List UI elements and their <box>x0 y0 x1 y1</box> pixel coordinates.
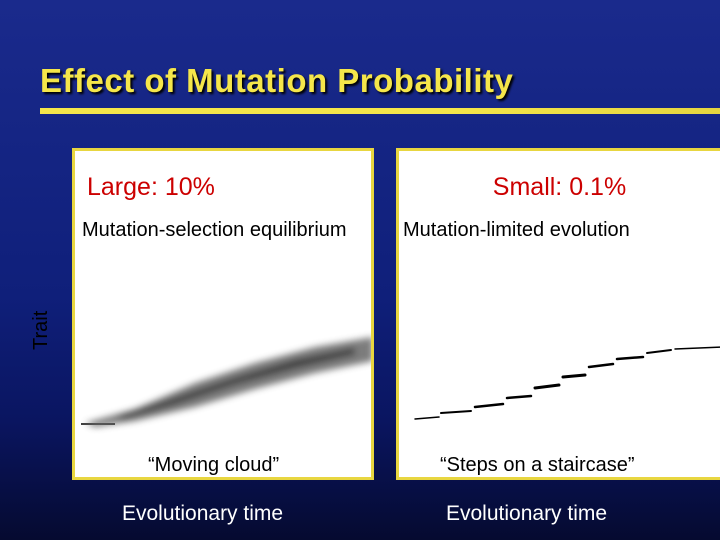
x-axis-label-right: Evolutionary time <box>446 502 608 525</box>
staircase-plot <box>414 346 720 420</box>
panel-heading-large: Large: 10% <box>87 173 215 201</box>
panel-large-mutation: Large: 10% <box>72 148 374 480</box>
caption-moving-cloud: “Moving cloud” <box>148 454 280 476</box>
panel-small-mutation: Small: 0.1% <box>396 148 720 480</box>
title-underline <box>40 108 720 114</box>
x-axis-label-left: Evolutionary time <box>122 502 284 525</box>
staircase-steps <box>414 346 720 420</box>
slide-title: Effect of Mutation Probability <box>40 62 514 99</box>
subtitle-mutation-limited: Mutation-limited evolution <box>403 219 630 241</box>
subtitle-equilibrium: Mutation-selection equilibrium <box>82 219 347 241</box>
moving-cloud <box>85 337 371 427</box>
caption-staircase: “Steps on a staircase” <box>440 454 635 476</box>
panel-heading-small: Small: 0.1% <box>492 173 627 201</box>
y-axis-label: Trait <box>30 310 52 350</box>
moving-cloud-plot <box>81 337 371 427</box>
